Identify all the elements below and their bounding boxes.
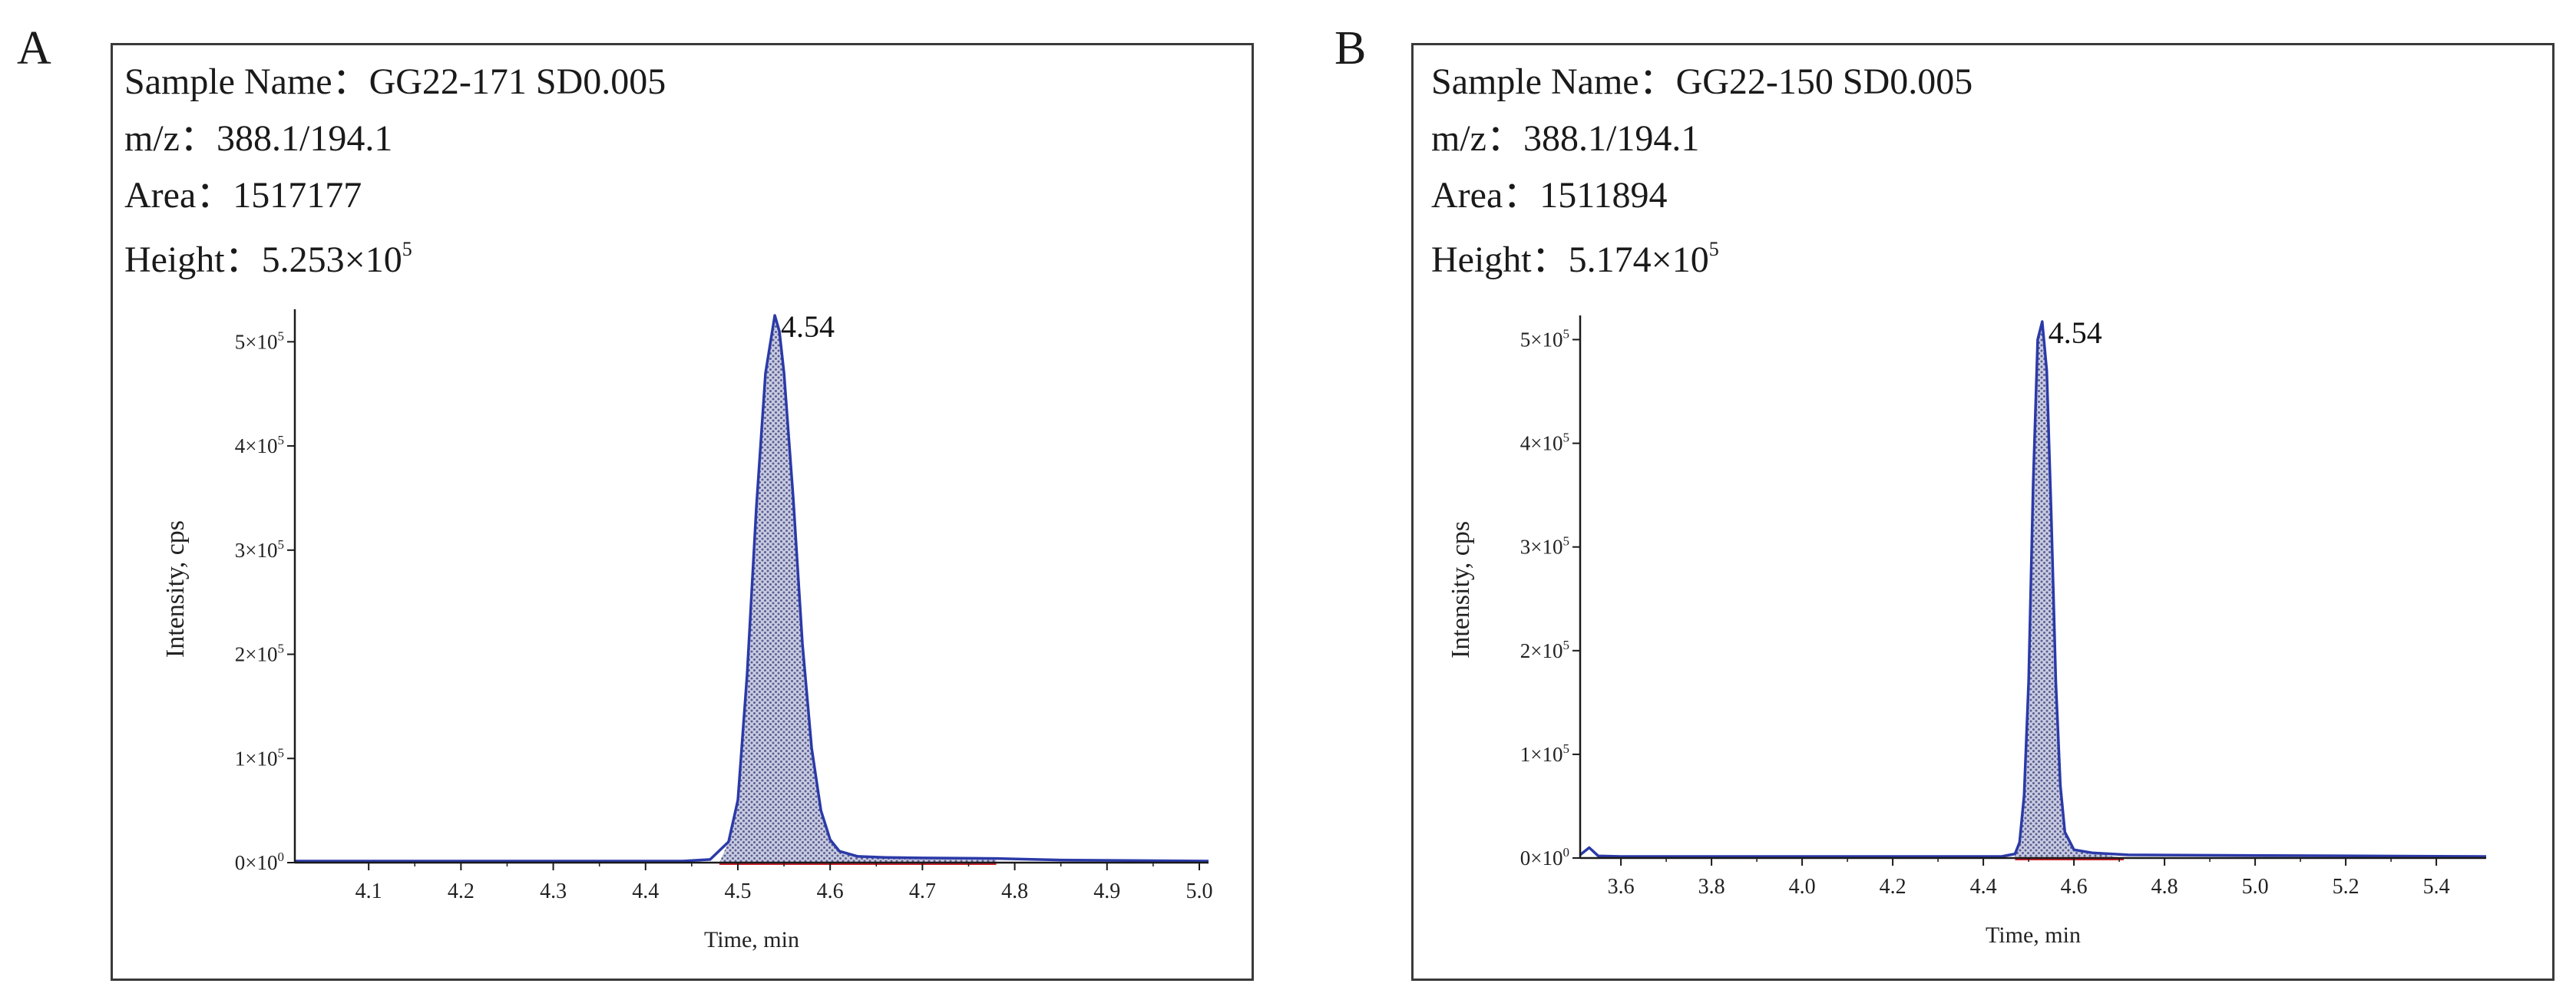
x-tick-label: 4.8 bbox=[2151, 875, 2178, 899]
panel-b-frame bbox=[1411, 43, 2555, 981]
x-tick-label: 4.2 bbox=[1880, 875, 1906, 899]
x-tick-label: 5.0 bbox=[2242, 875, 2269, 899]
y-tick-label: 2×105 bbox=[1520, 638, 1569, 662]
peak-label: 4.54 bbox=[781, 309, 835, 344]
trace-line bbox=[295, 314, 1209, 863]
x-tick-label: 3.6 bbox=[1608, 875, 1635, 899]
sample-name-value: GG22-171 SD0.005 bbox=[369, 61, 666, 102]
y-tick-label: 1×105 bbox=[235, 745, 284, 770]
x-tick-label: 4.4 bbox=[1970, 875, 1997, 899]
y-tick-label: 5×105 bbox=[1520, 327, 1569, 351]
y-tick-label: 3×105 bbox=[235, 537, 284, 562]
peak-label: 4.54 bbox=[2049, 315, 2102, 350]
x-tick-label: 4.6 bbox=[2061, 875, 2088, 899]
area-label: Area： bbox=[1431, 175, 1540, 216]
sample-name-line: Sample Name：GG22-150 SD0.005 bbox=[1431, 54, 1973, 111]
height-exponent: 5 bbox=[402, 238, 412, 260]
x-tick-label: 4.7 bbox=[909, 880, 936, 903]
panel-letter-b: B bbox=[1334, 22, 1367, 74]
peak-area bbox=[2015, 322, 2124, 858]
x-tick-label: 5.0 bbox=[1185, 880, 1212, 903]
x-tick-label: 4.2 bbox=[448, 880, 475, 903]
y-tick-label: 2×105 bbox=[235, 642, 284, 666]
y-tick-label: 0×100 bbox=[235, 850, 284, 874]
area-line: Area：1511894 bbox=[1431, 167, 1973, 224]
height-line: Height：5.253×105 bbox=[124, 224, 666, 289]
mz-value: 388.1/194.1 bbox=[216, 118, 393, 159]
x-tick-label: 5.4 bbox=[2423, 875, 2450, 899]
x-tick-label: 4.9 bbox=[1093, 880, 1120, 903]
x-tick-label: 4.3 bbox=[540, 880, 567, 903]
y-tick-label: 4×105 bbox=[1520, 431, 1569, 455]
mz-line: m/z：388.1/194.1 bbox=[124, 111, 666, 167]
x-tick-label: 4.6 bbox=[817, 880, 844, 903]
x-tick-label: 3.8 bbox=[1698, 875, 1725, 899]
area-value: 1517177 bbox=[233, 175, 362, 216]
y-tick-label: 5×105 bbox=[235, 328, 284, 353]
height-value: 5.253×10 bbox=[261, 239, 402, 280]
panel-letter-a: A bbox=[17, 22, 51, 74]
y-tick-label: 1×105 bbox=[1520, 741, 1569, 766]
y-axis-title: Intensity, cps bbox=[161, 520, 190, 658]
height-exponent: 5 bbox=[1708, 238, 1719, 260]
x-tick-label: 4.5 bbox=[724, 880, 751, 903]
mz-label: m/z： bbox=[1431, 118, 1523, 159]
trace-line bbox=[1579, 320, 2487, 858]
area-line: Area：1517177 bbox=[124, 167, 666, 224]
sample-name-label: Sample Name： bbox=[124, 61, 369, 102]
height-line: Height：5.174×105 bbox=[1431, 224, 1973, 289]
y-axis-title: Intensity, cps bbox=[1447, 521, 1475, 658]
peak-area bbox=[719, 315, 997, 863]
x-tick-label: 4.1 bbox=[355, 880, 382, 903]
panel-a-frame bbox=[111, 43, 1254, 981]
x-axis-title: Time, min bbox=[1986, 922, 2081, 948]
chart-b: 3.6 3.8 4.0 4.2 4.4 4.6 4.8 5.0 5.2 5.4 0×100 1×105… bbox=[1447, 315, 2487, 948]
panel-a-info: Sample Name：GG22-171 SD0.005 m/z：388.1/1… bbox=[124, 54, 666, 289]
x-axis-title: Time, min bbox=[704, 927, 799, 952]
height-label: Height： bbox=[1431, 239, 1569, 280]
area-label: Area： bbox=[124, 175, 233, 216]
y-tick-label: 4×105 bbox=[235, 433, 284, 457]
x-tick-label: 5.2 bbox=[2333, 875, 2359, 899]
y-tick-label: 0×100 bbox=[1520, 845, 1569, 870]
sample-name-label: Sample Name： bbox=[1431, 61, 1676, 102]
mz-line: m/z：388.1/194.1 bbox=[1431, 111, 1973, 167]
mz-label: m/z： bbox=[124, 118, 217, 159]
x-tick-label: 4.8 bbox=[1001, 880, 1028, 903]
panel-b-info: Sample Name：GG22-150 SD0.005 m/z：388.1/1… bbox=[1431, 54, 1973, 289]
x-tick-label: 4.0 bbox=[1789, 875, 1816, 899]
mz-value: 388.1/194.1 bbox=[1523, 118, 1700, 159]
chart-a: 4.1 4.2 4.3 4.4 4.5 4.6 4.7 4.8 4.9 5.0 0×100 1×105… bbox=[161, 309, 1212, 952]
height-label: Height： bbox=[124, 239, 262, 280]
sample-name-value: GG22-150 SD0.005 bbox=[1675, 61, 1973, 102]
height-value: 5.174×10 bbox=[1568, 239, 1709, 280]
y-tick-label: 3×105 bbox=[1520, 534, 1569, 559]
sample-name-line: Sample Name：GG22-171 SD0.005 bbox=[124, 54, 666, 111]
area-value: 1511894 bbox=[1539, 175, 1668, 216]
x-tick-label: 4.4 bbox=[632, 880, 659, 903]
